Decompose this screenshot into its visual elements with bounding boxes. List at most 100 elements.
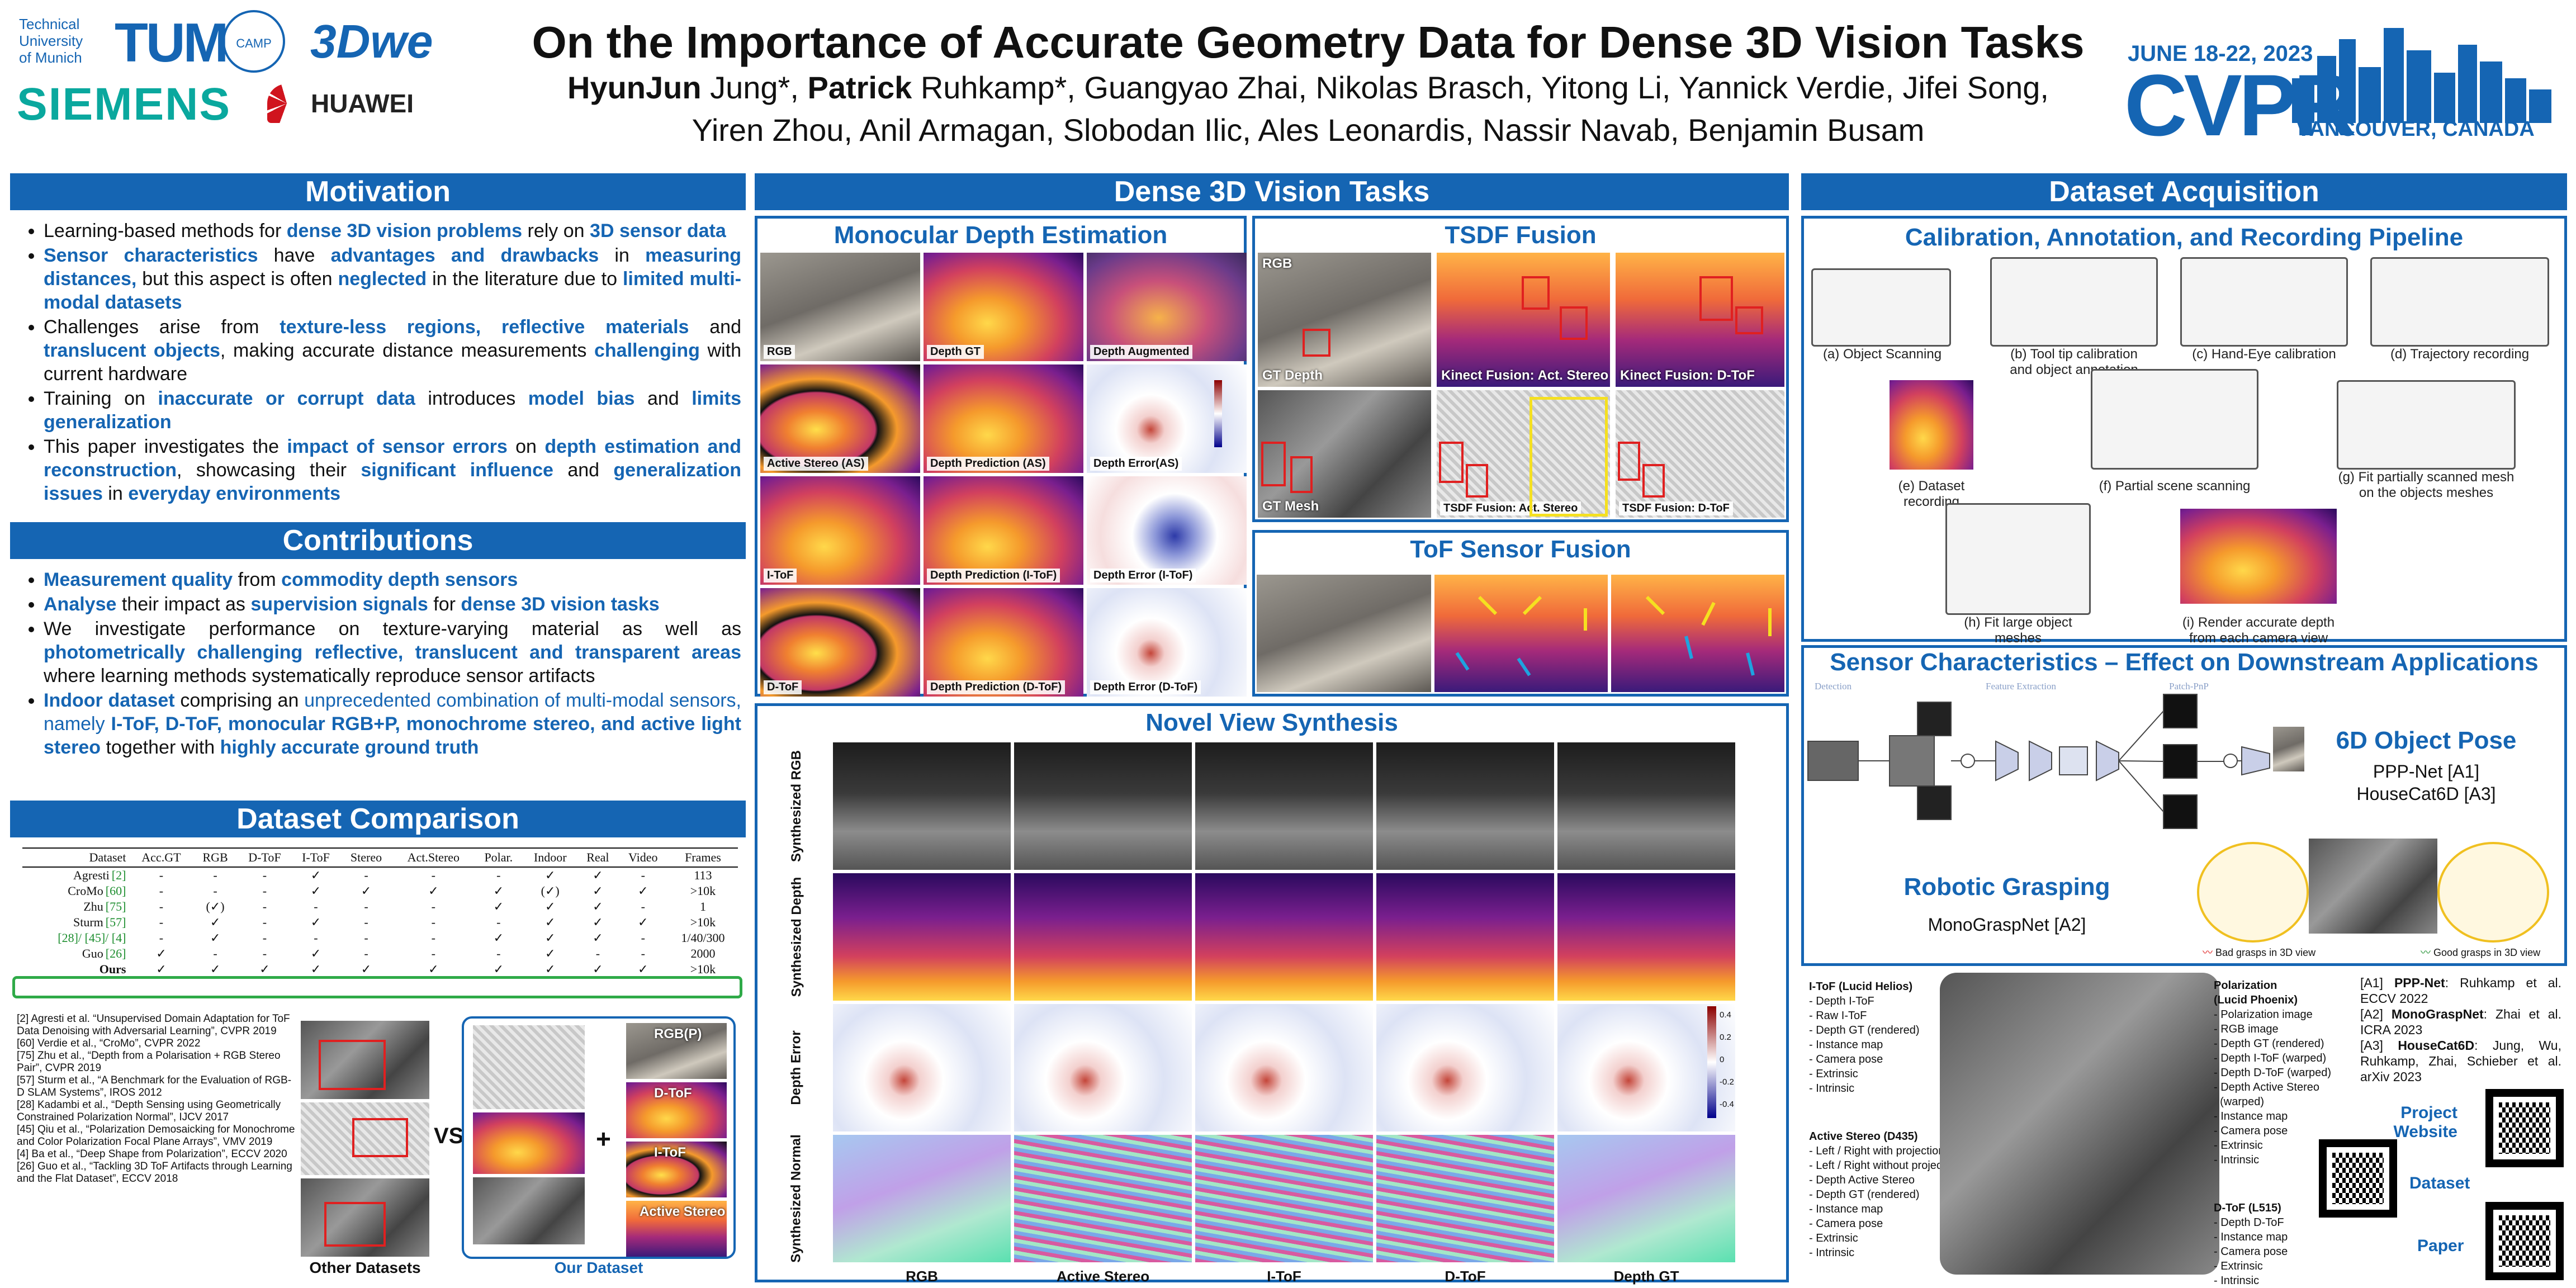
ref-text: : Jung, Wu, Ruhkamp, Zhai, Schieber et a… [2360, 1038, 2561, 1084]
skyline-icon [2292, 28, 2551, 123]
mde-image: Depth Prediction (I-ToF) [924, 476, 1083, 585]
other-dataset-image-1 [301, 1021, 429, 1099]
sensor-spec-item: - Depth GT (rendered) [1809, 1188, 1920, 1201]
table-cell: 1 [699, 899, 706, 913]
nvs-col-label: Active Stereo [1056, 1268, 1150, 1285]
table-cell: 1/40/300 [681, 931, 725, 945]
pipeline-caption: (d) Trajectory recording [2390, 347, 2530, 362]
camp-logo: CAMP [222, 10, 285, 73]
pipeline-illustration [2091, 369, 2258, 470]
link-paper[interactable]: Paper [2417, 1237, 2464, 1255]
sensor-spec-title: D-ToF (L515) [2214, 1202, 2281, 1214]
link-project-website[interactable]: Project Website [2393, 1104, 2457, 1141]
ref-tag: [A1] [2360, 976, 2383, 990]
sensor-spec-item: - Camera pose [2214, 1125, 2288, 1137]
ref-tag: [A3] [2360, 1038, 2383, 1053]
nvs-image [1376, 1135, 1554, 1262]
mde-image-label: Active Stereo (AS) [764, 457, 868, 471]
nvs-col-label: RGB [906, 1268, 938, 1285]
table-cell: ✓ [493, 931, 504, 945]
table-cell: - [364, 946, 368, 960]
table-cell: ✓ [210, 931, 221, 945]
pipeline-illustration [2180, 509, 2337, 604]
table-cell: - [595, 946, 600, 960]
qr-paper[interactable] [2485, 1202, 2564, 1280]
dataset-name: CroMo [68, 884, 103, 898]
table-row: Ours ✓ ✓ ✓ ✓ ✓ ✓ ✓ ✓ ✓ ✓ >10k [22, 962, 738, 977]
table-header-cell: Indoor [523, 847, 578, 868]
table-cell: ✓ [544, 915, 556, 929]
nvs-row-label-text: Depth Error [789, 1030, 804, 1105]
mde-colorbar [1214, 380, 1222, 447]
nvs-row-label: Synthesized RGB [766, 750, 827, 862]
ref-tag: [A2] [2360, 1007, 2383, 1021]
table-cell: - [496, 868, 501, 882]
our-dataset-depth [473, 1112, 585, 1174]
motivation-item-2: Sensor characteristics have advantages a… [44, 244, 741, 314]
ref-name: PPP-Net [2394, 976, 2445, 990]
nvs-image [1014, 1135, 1192, 1262]
table-header-cell: RGB [193, 847, 238, 868]
table-header-cell: I-ToF [292, 847, 340, 868]
mde-image: Active Stereo (AS) [760, 364, 920, 473]
sensor-spec-item: - Instance map [1809, 1039, 1883, 1051]
table-row: CroMo [60] - - - ✓ ✓ ✓ ✓ (✓) ✓ ✓ >10k [22, 883, 738, 899]
table-cell: ✓ [638, 962, 648, 976]
table-cell: - [159, 868, 164, 882]
table-cell: - [431, 946, 435, 960]
ref-text: : Ruhkamp et al. ECCV 2022 [2360, 976, 2562, 1006]
qr-project[interactable] [2485, 1089, 2564, 1167]
annotation-box [1699, 276, 1733, 321]
rig-right-specs: Polarization (Lucid Phoenix) - Polarizati… [2214, 978, 2359, 1288]
link-dataset[interactable]: Dataset [2409, 1174, 2470, 1192]
vs-label: VS [434, 1124, 464, 1148]
contribution-item-1: Measurement quality from commodity depth… [44, 568, 741, 591]
nvs-col-label: I-ToF [1267, 1268, 1301, 1285]
cvpr-dates: JUNE 18-22, 2023 [2128, 41, 2313, 66]
mde-image: Depth Error (I-ToF) [1087, 476, 1247, 585]
tof-fusion-1 [1434, 575, 1608, 692]
tsdf-gt-mesh: GT Mesh [1258, 390, 1431, 518]
sensor-spec-item: - Intrinsic [2214, 1154, 2260, 1166]
table-cell: ✓ [593, 962, 603, 976]
acq-reference: [A2] MonoGraspNet: Zhai et al. ICRA 2023 [2360, 1006, 2561, 1038]
sensor-spec-item: - Depth GT (rendered) [2214, 1038, 2324, 1050]
qr-dataset[interactable] [2319, 1139, 2397, 1218]
table-cell: 2000 [690, 946, 716, 960]
our-dataset-mask [473, 1177, 585, 1244]
table-cell: ✓ [310, 946, 321, 960]
mde-image-label: Depth Prediction (D-ToF) [927, 680, 1066, 694]
table-cell: ✓ [593, 868, 603, 882]
reference-item: [60] Verdie et al., “CroMo”, CVPR 2022 [17, 1038, 201, 1049]
motivation-header: Motivation [10, 173, 746, 210]
reference-item: [45] Qiu et al., “Polarization Demosaick… [17, 1124, 295, 1148]
sensor-spec-item: - Depth I-ToF [1809, 995, 1874, 1007]
table-cell: ✓ [493, 962, 504, 976]
table-cell: - [641, 931, 645, 945]
sensor-title: Sensor Characteristics – Effect on Downs… [1830, 648, 2539, 676]
ours-row-highlight [12, 976, 742, 998]
colorbar-tick: 0.4 [1720, 1010, 1731, 1020]
pipeline-illustration [1811, 268, 1951, 347]
acq-reference: [A3] HouseCat6D: Jung, Wu, Ruhkamp, Zhai… [2360, 1038, 2561, 1085]
ref-name: MonoGraspNet [2391, 1007, 2484, 1021]
table-cell: - [314, 931, 318, 945]
motivation-item-4: Training on inaccurate or corrupt data i… [44, 387, 741, 434]
contribution-item-4: Indoor dataset comprising an unprecedent… [44, 689, 741, 759]
our-dataset-scene [473, 1025, 585, 1109]
table-cell: - [364, 915, 368, 929]
pipeline-caption: (h) Fit large object meshes [1964, 615, 2072, 646]
mde-image-label: Depth Augmented [1090, 345, 1193, 359]
table-cell: - [262, 915, 267, 929]
table-cell: (✓) [541, 884, 560, 898]
tof-fusion-2 [1611, 575, 1784, 692]
table-cell: - [262, 884, 267, 898]
acq-references: [A1] PPP-Net: Ruhkamp et al. ECCV 2022 [A… [2360, 975, 2561, 1085]
other-datasets-label: Other Datasets [309, 1259, 421, 1276]
table-cell: ✓ [361, 884, 372, 898]
plus-label: + [596, 1124, 611, 1153]
table-cell-dataset: CroMo [60] [22, 883, 129, 899]
table-cell: ✓ [638, 915, 648, 929]
table-cell: ✓ [310, 868, 321, 882]
dataset-ref: [26] [105, 946, 126, 960]
